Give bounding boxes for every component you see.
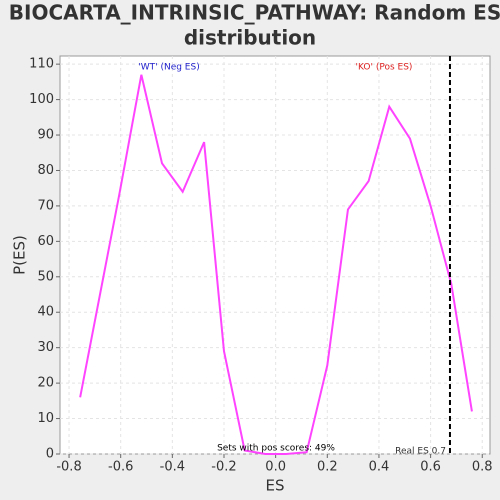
chart-title: distribution	[184, 26, 316, 50]
y-tick-label: 40	[37, 305, 54, 320]
y-tick-label: 110	[29, 57, 54, 72]
y-tick-label: 20	[37, 376, 54, 391]
y-tick-label: 10	[37, 411, 54, 426]
pos-label: 'KO' (Pos ES)	[356, 63, 413, 73]
y-tick-label: 30	[37, 340, 54, 355]
chart-title: BIOCARTA_INTRINSIC_PATHWAY: Random ES	[9, 1, 500, 25]
series-line	[79, 74, 473, 455]
x-tick-label: 0.4	[369, 460, 390, 475]
x-tick-label: 0.2	[317, 460, 338, 475]
x-tick-label: 0.6	[420, 460, 441, 475]
pos-scores-label: Sets with pos scores: 49%	[217, 444, 335, 454]
x-tick-label: 0.0	[265, 460, 286, 475]
real-es-label: Real ES 0.7	[395, 447, 446, 457]
x-tick-label: -0.8	[56, 460, 81, 475]
y-tick-label: 80	[37, 163, 54, 178]
y-tick-label: 60	[37, 234, 54, 249]
y-tick-label: 70	[37, 198, 54, 213]
y-axis-label: P(ES)	[11, 235, 29, 275]
y-tick-label: 50	[37, 269, 54, 284]
y-tick-label: 90	[37, 128, 54, 143]
plot-area	[59, 55, 491, 455]
x-axis-label: ES	[266, 477, 285, 495]
x-tick-label: -0.2	[211, 460, 236, 475]
x-tick-label: -0.4	[160, 460, 185, 475]
neg-label: 'WT' (Neg ES)	[138, 63, 199, 73]
y-tick-label: 0	[46, 447, 54, 462]
x-tick-label: -0.6	[108, 460, 133, 475]
x-tick-label: 0.8	[472, 460, 493, 475]
y-tick-label: 100	[29, 92, 54, 107]
